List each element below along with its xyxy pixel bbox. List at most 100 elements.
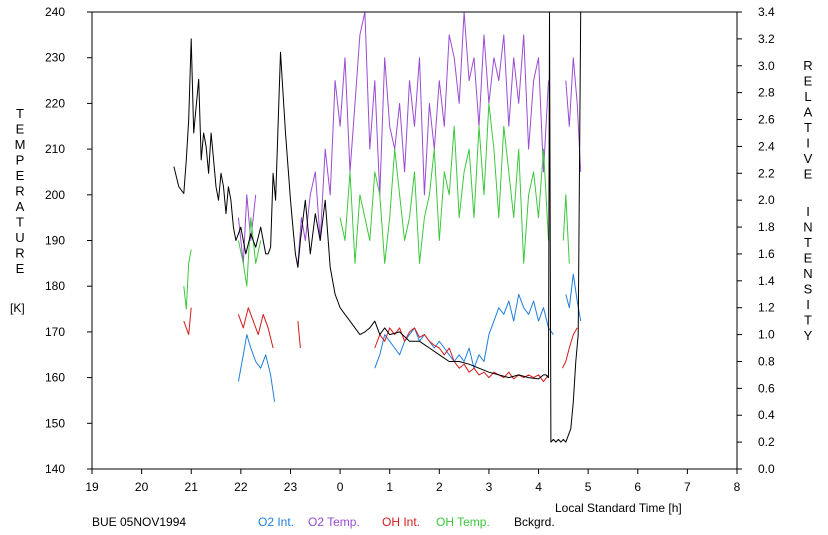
right-tick-label: 0.8 (758, 354, 775, 368)
axes-layer (91, 11, 738, 470)
right-tick-label: 2.4 (758, 139, 775, 153)
legend-entry: OH Temp. (436, 515, 490, 529)
series-line-o2-int (237, 334, 276, 402)
series-line-oh-temp (562, 194, 570, 264)
right-tick-label: 1.6 (758, 247, 775, 261)
series-line-oh-int (374, 327, 549, 383)
legend-entry: O2 Int. (258, 515, 294, 529)
series-line-oh-int (297, 321, 301, 349)
series-line-oh-temp (339, 102, 549, 264)
left-axis-unit: [K] (10, 301, 25, 315)
right-tick-label: 2.8 (758, 86, 775, 100)
legend-entry: O2 Temp. (308, 515, 360, 529)
x-tick-label: 2 (436, 480, 443, 494)
left-axis-letter: P (16, 153, 25, 168)
left-tick-label: 230 (45, 51, 65, 65)
right-axis-letter: E (804, 251, 813, 266)
right-axis-letter: V (804, 151, 813, 166)
left-axis-letter: E (16, 261, 25, 276)
right-tick-label: 3.4 (758, 5, 775, 19)
left-axis-letter: A (16, 199, 25, 214)
series-line-oh-int (561, 327, 578, 369)
right-tick-label: 1.4 (758, 274, 775, 288)
x-tick-label: 22 (234, 480, 248, 494)
right-tick-label: 2.6 (758, 113, 775, 127)
left-axis-letter: E (16, 168, 25, 183)
legend-entry: OH Int. (382, 515, 420, 529)
x-tick-label: 21 (185, 480, 199, 494)
left-axis-letter: E (16, 122, 25, 137)
x-tick-label: 3 (486, 480, 493, 494)
series-layer (173, 11, 582, 443)
left-tick-label: 210 (45, 142, 65, 156)
left-tick-label: 220 (45, 96, 65, 110)
right-tick-label: 3.2 (758, 32, 775, 46)
left-tick-label: 200 (45, 188, 65, 202)
right-axis-letter: Y (804, 328, 813, 343)
series-line-o2-temp (237, 194, 257, 264)
left-axis-letter: T (16, 215, 24, 230)
legend-entry: Bckgrd. (514, 515, 555, 529)
right-axis-letter: I (806, 297, 810, 312)
right-tick-label: 0.6 (758, 381, 775, 395)
x-tick-label: 6 (634, 480, 641, 494)
right-axis-letter: N (803, 220, 812, 235)
series-line-oh-temp (183, 249, 192, 310)
right-tick-label: 2.2 (758, 166, 775, 180)
series-line-oh-int (183, 307, 192, 336)
right-tick-label: 0.0 (758, 462, 775, 476)
right-axis-letter: E (804, 74, 813, 89)
x-tick-label: 20 (135, 480, 149, 494)
right-axis-letter: I (806, 136, 810, 151)
footer-station-date: BUE 05NOV1994 (92, 515, 186, 529)
right-axis-letter: L (804, 89, 811, 104)
ticks-layer: 19 20 21 22 23 0 1 2 3 4 5 6 7 8140150160170180190200… (45, 5, 775, 494)
right-axis-letter: T (804, 120, 812, 135)
left-axis-letter: R (15, 246, 24, 261)
right-tick-label: 2.0 (758, 193, 775, 207)
x-tick-label: 7 (684, 480, 691, 494)
right-tick-label: 3.0 (758, 59, 775, 73)
x-tick-label: 19 (85, 480, 99, 494)
series-line-bckgrd (173, 11, 582, 443)
right-tick-label: 1.2 (758, 301, 775, 315)
series-line-o2-temp (297, 11, 549, 264)
x-tick-label: 1 (386, 480, 393, 494)
x-tick-label: 0 (337, 480, 344, 494)
left-axis-letter: T (16, 106, 24, 121)
x-axis-label: Local Standard Time [h] (555, 501, 682, 515)
right-tick-label: 0.2 (758, 435, 775, 449)
series-line-oh-temp (237, 217, 262, 287)
left-axis-letter: U (15, 230, 24, 245)
left-tick-label: 160 (45, 371, 65, 385)
left-tick-label: 240 (45, 5, 65, 19)
right-tick-label: 1.0 (758, 328, 775, 342)
series-line-o2-int (374, 293, 554, 369)
left-axis-letter: M (15, 137, 26, 152)
right-axis-letter: T (804, 235, 812, 250)
right-axis-letter: S (804, 282, 813, 297)
right-axis-letter: N (803, 266, 812, 281)
left-tick-label: 180 (45, 279, 65, 293)
left-tick-label: 170 (45, 325, 65, 339)
left-tick-label: 190 (45, 234, 65, 248)
x-tick-label: 23 (284, 480, 298, 494)
right-axis-letter: I (806, 204, 810, 219)
x-tick-label: 4 (535, 480, 542, 494)
right-axis-letter: E (804, 167, 813, 182)
x-tick-label: 8 (734, 480, 741, 494)
right-tick-label: 1.8 (758, 220, 775, 234)
left-tick-label: 140 (45, 462, 65, 476)
right-axis-letter: A (804, 105, 813, 120)
left-tick-label: 150 (45, 416, 65, 430)
right-tick-label: 0.4 (758, 408, 775, 422)
right-axis-letter: R (803, 58, 812, 73)
series-line-oh-int (237, 307, 274, 349)
right-axis-letter: T (804, 313, 812, 328)
legend: O2 Int. O2 Temp. OH Int. OH Temp. Bckgrd. (258, 515, 555, 529)
left-axis-letter: R (15, 184, 24, 199)
series-line-o2-temp (565, 57, 582, 172)
